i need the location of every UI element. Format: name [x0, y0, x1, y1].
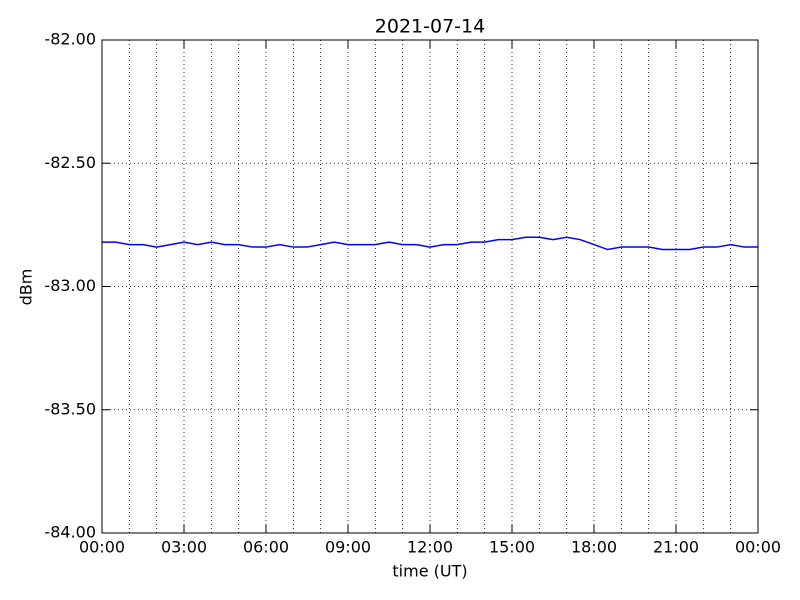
x-axis-label: time (UT) — [392, 562, 467, 581]
chart-title: 2021-07-14 — [375, 16, 485, 38]
y-tick-label: -82.00 — [44, 30, 96, 49]
x-tick-label: 00:00 — [735, 538, 781, 557]
x-tick-label: 18:00 — [571, 538, 617, 557]
y-tick-label: -83.00 — [44, 276, 96, 295]
y-axis-label: dBm — [17, 269, 36, 306]
x-tick-label: 09:00 — [325, 538, 371, 557]
y-tick-label: -83.50 — [44, 399, 96, 418]
y-tick-label: -84.00 — [44, 523, 96, 542]
x-tick-label: 06:00 — [243, 538, 289, 557]
x-tick-label: 00:00 — [79, 538, 125, 557]
x-tick-label: 15:00 — [489, 538, 535, 557]
y-tick-label: -82.50 — [44, 153, 96, 172]
plot-frame — [101, 39, 759, 534]
x-tick-label: 12:00 — [407, 538, 453, 557]
x-tick-label: 21:00 — [653, 538, 699, 557]
data-line — [102, 236, 758, 251]
x-tick-label: 03:00 — [161, 538, 207, 557]
